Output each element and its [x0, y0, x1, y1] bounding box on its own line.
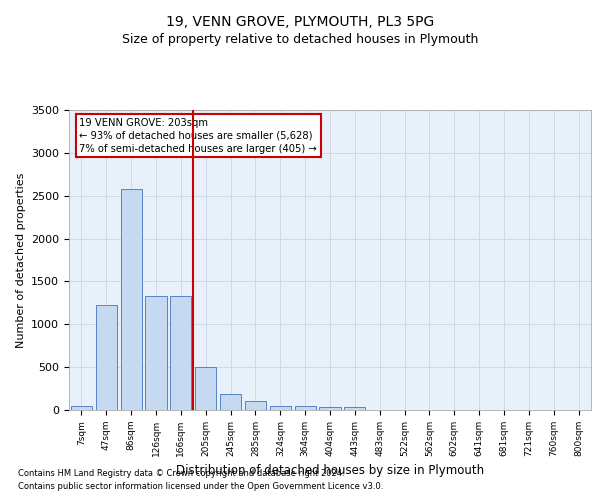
Bar [270, 406, 291, 410]
Text: Size of property relative to detached houses in Plymouth: Size of property relative to detached ho… [122, 32, 478, 46]
Bar [220, 394, 241, 410]
Text: Contains public sector information licensed under the Open Government Licence v3: Contains public sector information licen… [18, 482, 383, 491]
Bar [245, 402, 266, 410]
Bar [170, 296, 191, 410]
Text: Contains HM Land Registry data © Crown copyright and database right 2024.: Contains HM Land Registry data © Crown c… [18, 468, 344, 477]
Text: 19, VENN GROVE, PLYMOUTH, PL3 5PG: 19, VENN GROVE, PLYMOUTH, PL3 5PG [166, 15, 434, 29]
Bar [71, 406, 92, 410]
Bar [295, 406, 316, 410]
Y-axis label: Number of detached properties: Number of detached properties [16, 172, 26, 348]
Bar [96, 306, 117, 410]
Bar [145, 296, 167, 410]
Bar [344, 407, 365, 410]
Bar [195, 367, 216, 410]
X-axis label: Distribution of detached houses by size in Plymouth: Distribution of detached houses by size … [176, 464, 484, 477]
Bar [121, 189, 142, 410]
Bar [319, 407, 341, 410]
Text: 19 VENN GROVE: 203sqm
← 93% of detached houses are smaller (5,628)
7% of semi-de: 19 VENN GROVE: 203sqm ← 93% of detached … [79, 118, 317, 154]
